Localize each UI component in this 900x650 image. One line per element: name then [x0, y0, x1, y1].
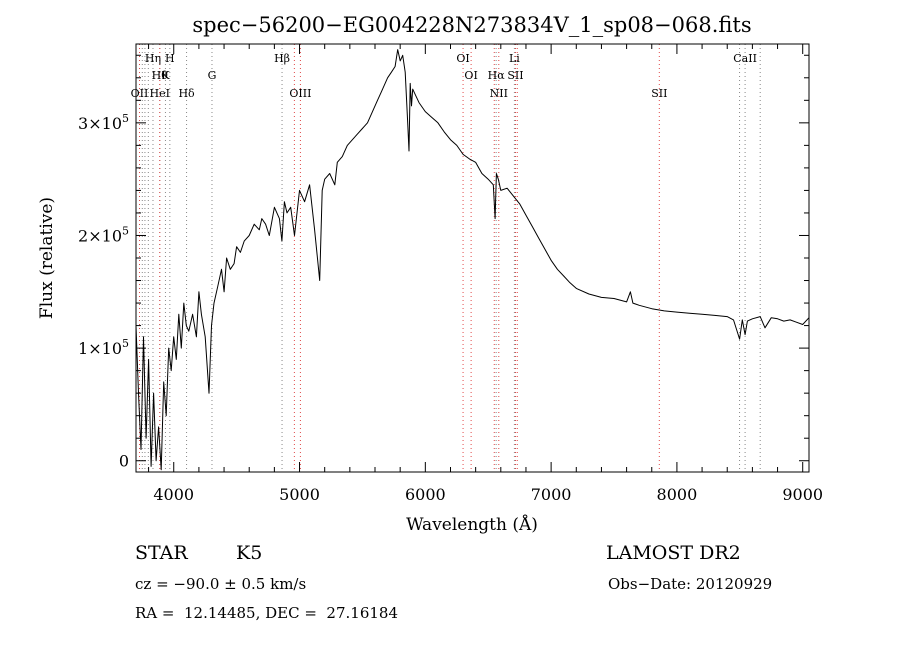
y-tick-label-0: 0	[119, 452, 129, 471]
line-label-8: H	[165, 52, 175, 65]
obs-date: Obs−Date: 20120929	[608, 575, 773, 593]
object-class: STAR	[135, 542, 188, 564]
x-tick-label-0: 4000	[153, 485, 194, 504]
x-axis-label: Wavelength (Å)	[406, 514, 538, 535]
redshift-value: cz = −90.0 ± 0.5 km/s	[135, 575, 307, 593]
x-tick-label-4: 8000	[657, 485, 698, 504]
y-tick-label-1: 1×105	[78, 337, 129, 358]
line-label-7: K	[161, 69, 170, 82]
line-label-14: OI	[456, 52, 469, 65]
line-label-19: Li	[509, 52, 520, 65]
x-tick-label-2: 6000	[405, 485, 446, 504]
y-tick-label-3: 3×105	[78, 112, 129, 133]
line-label-9: Hδ	[178, 87, 195, 100]
y-tick-label-2: 2×105	[78, 224, 129, 245]
plot-frame	[135, 43, 810, 473]
line-label-11: Hβ	[274, 52, 290, 65]
x-axis: 4000 5000 6000 7000 8000 9000	[148, 44, 823, 504]
line-label-18: NII	[490, 87, 508, 100]
spectrum-line-0	[135, 49, 810, 471]
line-label-20: SII	[507, 69, 523, 82]
spectral-line-markers	[139, 44, 761, 472]
line-label-13: OIII	[289, 87, 311, 100]
line-label-0: OII	[131, 87, 149, 100]
x-tick-label-3: 7000	[531, 485, 572, 504]
line-label-15: OI	[464, 69, 477, 82]
line-label-17: Hα	[488, 69, 506, 82]
y-axis-label: Flux (relative)	[37, 197, 57, 319]
spectrum-series	[135, 49, 810, 471]
line-label-22: SII	[651, 87, 667, 100]
line-label-24: CaII	[733, 52, 757, 65]
line-label-5: Hθ	[152, 69, 169, 82]
y-axis: 0 1×105 2×105 3×105	[78, 54, 809, 471]
x-tick-label-5: 9000	[782, 485, 823, 504]
x-tick-label-1: 5000	[279, 485, 320, 504]
object-subclass: K5	[236, 542, 263, 564]
spectral-line-labels: OII Hη Hθ HeI KH Hδ G Hβ OIII OI OI Hα NII Li SII SII Ca…	[131, 52, 757, 100]
line-label-6: HeI	[150, 87, 170, 100]
survey-name: LAMOST DR2	[606, 542, 741, 564]
line-label-4: Hη	[145, 52, 161, 65]
line-label-10: G	[208, 69, 217, 82]
chart-title: spec−56200−EG004228N273834V_1_sp08−068.f…	[192, 13, 751, 37]
coordinates: RA = 12.14485, DEC = 27.16184	[135, 604, 399, 622]
